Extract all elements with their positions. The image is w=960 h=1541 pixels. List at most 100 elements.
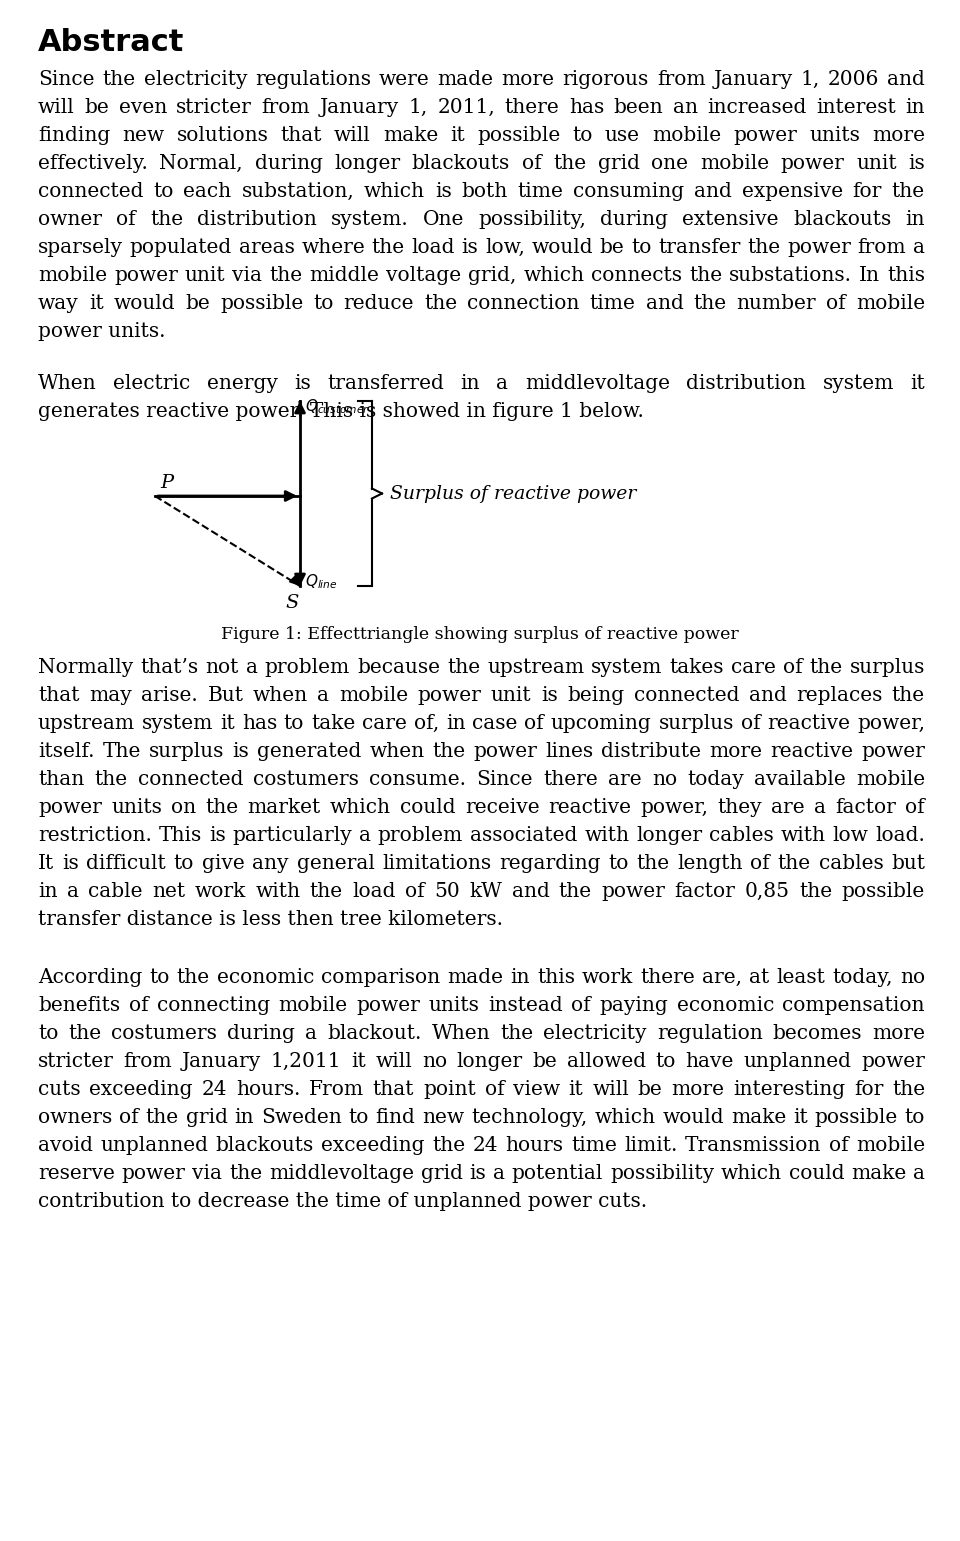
Text: transferred: transferred: [327, 374, 444, 393]
Text: which: which: [364, 182, 425, 200]
Text: may: may: [89, 686, 132, 704]
Text: instead: instead: [488, 995, 563, 1016]
Text: power: power: [418, 686, 481, 704]
Text: When: When: [432, 1025, 491, 1043]
Text: a: a: [318, 686, 329, 704]
Text: grid: grid: [185, 1108, 228, 1126]
Text: each: each: [183, 182, 231, 200]
Text: from: from: [262, 99, 310, 117]
Text: to: to: [348, 1108, 369, 1126]
Text: when: when: [370, 743, 424, 761]
Text: units: units: [428, 995, 479, 1016]
Text: will: will: [334, 126, 371, 145]
Text: there: there: [543, 770, 598, 789]
Text: is: is: [62, 854, 79, 874]
Text: surplus: surplus: [659, 713, 733, 734]
Text: work: work: [195, 881, 246, 901]
Text: consume.: consume.: [370, 770, 467, 789]
Text: Transmission: Transmission: [685, 1136, 822, 1156]
Text: work: work: [582, 968, 634, 986]
Text: 2006: 2006: [828, 69, 879, 89]
Text: potential: potential: [512, 1163, 603, 1183]
Text: number: number: [736, 294, 816, 313]
Text: that’s: that’s: [140, 658, 199, 676]
Text: avoid: avoid: [38, 1136, 93, 1156]
Text: be: be: [600, 237, 625, 257]
Text: costumers: costumers: [253, 770, 359, 789]
Text: compensation: compensation: [782, 995, 925, 1016]
Text: the: the: [553, 154, 586, 173]
Text: From: From: [309, 1080, 364, 1099]
Text: limitations: limitations: [382, 854, 492, 874]
Text: there: there: [505, 99, 560, 117]
Text: the: the: [432, 743, 466, 761]
Text: new: new: [122, 126, 164, 145]
Text: of: of: [116, 210, 135, 230]
Text: which: which: [721, 1163, 781, 1183]
Text: generated: generated: [257, 743, 361, 761]
Text: January: January: [181, 1053, 261, 1071]
Text: more: more: [671, 1080, 724, 1099]
Text: a: a: [814, 798, 827, 817]
Text: both: both: [462, 182, 508, 200]
Text: Normally: Normally: [38, 658, 133, 676]
Text: exceeding: exceeding: [89, 1080, 193, 1099]
Text: comparison: comparison: [322, 968, 441, 986]
Text: electricity: electricity: [543, 1025, 647, 1043]
Text: According: According: [38, 968, 142, 986]
Text: this: this: [537, 968, 575, 986]
Text: consuming: consuming: [573, 182, 684, 200]
Text: of: of: [524, 713, 544, 734]
Text: more: more: [502, 69, 555, 89]
Text: replaces: replaces: [796, 686, 882, 704]
Text: the: the: [103, 69, 135, 89]
Text: of: of: [119, 1108, 139, 1126]
Text: point: point: [423, 1080, 476, 1099]
Text: 1,2011: 1,2011: [271, 1053, 342, 1071]
Text: But: But: [207, 686, 244, 704]
Text: Abstract: Abstract: [38, 28, 184, 57]
Text: to: to: [174, 854, 194, 874]
Text: the: the: [636, 854, 669, 874]
Text: load: load: [352, 881, 396, 901]
Text: $Q_{line}$: $Q_{line}$: [305, 572, 338, 590]
Text: electric: electric: [113, 374, 190, 393]
Text: solutions: solutions: [177, 126, 269, 145]
Text: connects: connects: [591, 267, 683, 285]
Text: system: system: [823, 374, 894, 393]
Text: areas: areas: [239, 237, 295, 257]
Text: Surplus of reactive power: Surplus of reactive power: [390, 484, 636, 502]
Text: associated: associated: [470, 826, 577, 844]
Text: itself.: itself.: [38, 743, 94, 761]
Text: with: with: [584, 826, 629, 844]
Text: middlevoltage: middlevoltage: [525, 374, 670, 393]
Text: unit: unit: [491, 686, 532, 704]
Text: factor: factor: [835, 798, 897, 817]
Text: S: S: [285, 593, 299, 612]
Text: that: that: [372, 1080, 415, 1099]
Text: stricter: stricter: [177, 99, 252, 117]
Text: 1,: 1,: [409, 99, 428, 117]
Text: mobile: mobile: [856, 770, 925, 789]
Text: expensive: expensive: [742, 182, 843, 200]
Text: via: via: [192, 1163, 223, 1183]
Text: are,: are,: [702, 968, 742, 986]
Text: costumers: costumers: [111, 1025, 217, 1043]
Text: and: and: [887, 69, 925, 89]
Text: problem: problem: [265, 658, 350, 676]
Text: time: time: [517, 182, 564, 200]
Text: upcoming: upcoming: [551, 713, 652, 734]
Text: the: the: [310, 881, 343, 901]
Text: available: available: [754, 770, 846, 789]
Text: in: in: [445, 713, 466, 734]
Text: low,: low,: [485, 237, 525, 257]
Text: possibility: possibility: [610, 1163, 714, 1183]
Text: the: the: [150, 210, 183, 230]
Text: mobile: mobile: [339, 686, 408, 704]
Text: reserve: reserve: [38, 1163, 115, 1183]
Text: during: during: [600, 210, 668, 230]
Text: power units.: power units.: [38, 322, 165, 341]
Text: mobile: mobile: [652, 126, 721, 145]
Text: no: no: [421, 1053, 446, 1071]
Text: the: the: [269, 267, 302, 285]
